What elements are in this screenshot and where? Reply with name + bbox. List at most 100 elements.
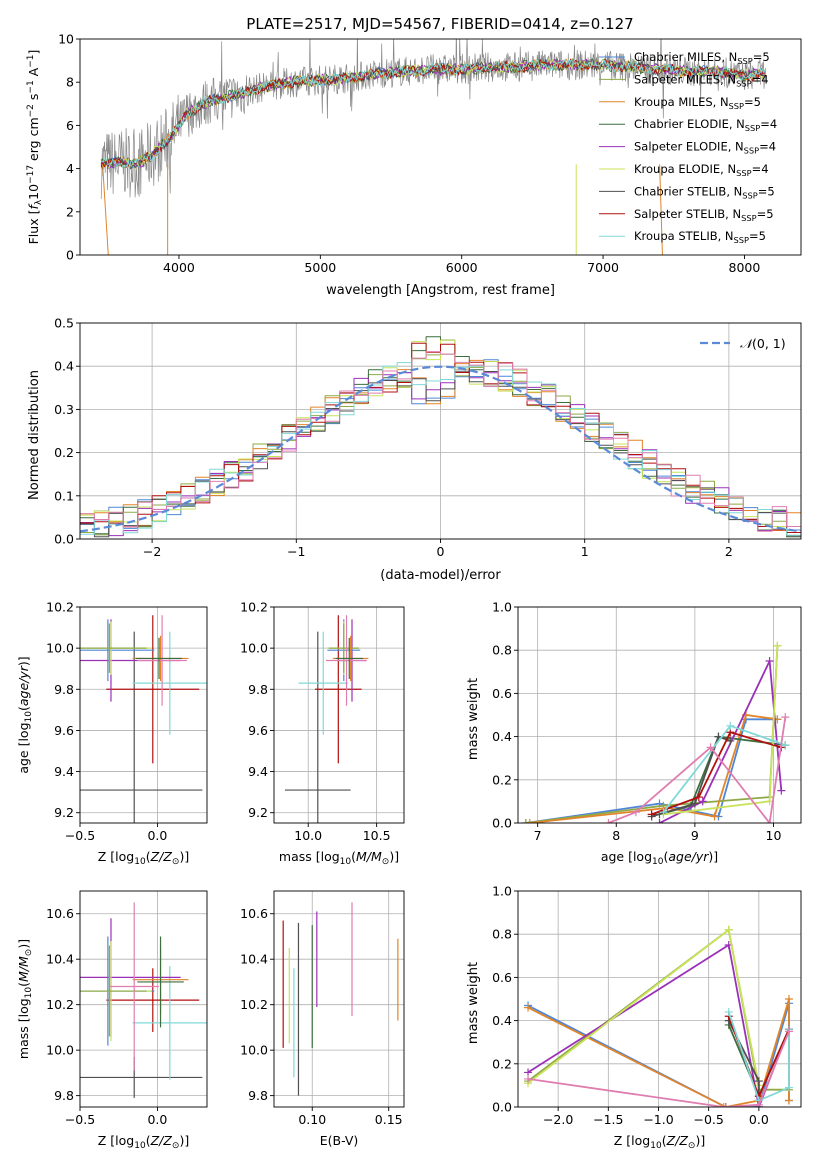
legend: 𝒩(0, 1) xyxy=(700,336,786,351)
label-part: 10 xyxy=(650,1141,662,1151)
marker-pink xyxy=(706,743,715,752)
label-part: erg cm xyxy=(26,117,41,165)
y-axis-label: age [log10(age/yr)] xyxy=(16,656,34,773)
label-part: Chabrier ELODIE, N xyxy=(634,117,745,131)
x-tick-label: 9 xyxy=(691,828,699,843)
x-tick-label: 4000 xyxy=(163,260,195,275)
errorbar-point-chab_elodie xyxy=(135,637,183,679)
marker-krou_miles xyxy=(784,1096,793,1105)
normal-curve xyxy=(80,365,801,533)
plot-area xyxy=(80,615,207,823)
label-part: 10 xyxy=(134,857,146,867)
x-tick-label: −0.5 xyxy=(693,1112,723,1127)
y-tick-label: 0.4 xyxy=(492,729,512,744)
plot-area xyxy=(80,336,801,538)
axes-frame xyxy=(79,890,208,1108)
y-tick-label: 9.8 xyxy=(248,682,268,697)
marker-pink xyxy=(754,1100,763,1107)
x-tick-label: 8 xyxy=(612,828,620,843)
label-part: ⊙ xyxy=(382,857,390,867)
marker-krou_stelib xyxy=(781,741,790,750)
x-tick-label: −0.5 xyxy=(65,828,95,843)
marker-krou_stelib xyxy=(726,721,735,730)
marker-salp_elodie xyxy=(698,797,707,806)
label-part: =5 xyxy=(757,207,774,221)
x-tick-label: −2 xyxy=(143,544,161,559)
y-tick-label: 0.3 xyxy=(54,402,74,417)
masked-region xyxy=(659,164,663,255)
y-tick-label: 2 xyxy=(66,204,74,219)
errorbar-point-krou_stelib xyxy=(132,966,207,1080)
label-part: (0, 1) xyxy=(752,336,786,351)
label-part: SSP xyxy=(736,168,751,178)
errorbar-point-salp_miles xyxy=(80,623,147,673)
label-part: age/yr xyxy=(668,849,709,864)
label-part: ⊙ xyxy=(172,1141,180,1151)
x-axis-label: mass [log10(M/M⊙)] xyxy=(279,849,399,867)
x-tick-label: 8000 xyxy=(729,260,761,275)
x-tick-label: −1.0 xyxy=(643,1112,673,1127)
errorbar-point-pink xyxy=(137,615,187,706)
massweight-line-krou_stelib xyxy=(662,724,786,813)
y-axis-label: Normed distribution xyxy=(27,370,42,500)
x-tick-label: −1 xyxy=(287,544,305,559)
label-part: SSP xyxy=(729,101,744,111)
y-tick-label: 9.8 xyxy=(54,682,74,697)
label-part: SSP xyxy=(737,56,752,66)
y-tick-label: 10.0 xyxy=(240,641,268,656)
marker-chab_stelib xyxy=(726,736,735,745)
label-part: age [log xyxy=(601,849,652,864)
axes-frame xyxy=(79,38,802,256)
plot-area xyxy=(524,925,793,1107)
label-part: age/yr xyxy=(16,665,31,706)
y-tick-label: 10.0 xyxy=(46,1043,74,1058)
label-part: =5 xyxy=(753,50,770,64)
label-part: −2 xyxy=(26,104,36,117)
x-axis-label: age [log10(age/yr)] xyxy=(601,849,718,867)
age-vs-mass-panel: 10.0 10.5 9.2 9.4 9.6 9.8 10.0 10.2 mass [log10(… xyxy=(240,600,405,867)
errorbar-point-krou_stelib xyxy=(132,631,207,735)
mass-vs-ebv-panel: 0.10 0.15 9.8 10.0 10.2 10.4 10.6 E(B-V) xyxy=(240,890,405,1148)
marker-krou_elodie xyxy=(773,641,782,650)
marker-pink xyxy=(604,819,613,823)
y-tick-label: 0.0 xyxy=(492,1100,512,1115)
massweight-line-chab_stelib xyxy=(651,735,731,818)
y-axis-label: mass [log10(M/M⊙)] xyxy=(16,939,34,1059)
x-axis-label: wavelength [Angstrom, rest frame] xyxy=(326,283,555,298)
label-part: M/M xyxy=(16,956,31,982)
spectrum-panel: 4000 5000 6000 7000 8000 0 2 4 6 8 10 wavelength [A… xyxy=(26,32,802,298)
x-tick-label: 0.0 xyxy=(147,828,167,843)
errorbar-point-salp_stelib xyxy=(106,968,200,1032)
y-tick-label: 0.6 xyxy=(492,686,512,701)
x-axis-label: Z [log10(Z/Z⊙)] xyxy=(98,1133,189,1151)
label-part: mass [log xyxy=(279,849,340,864)
axes-frame xyxy=(273,606,405,824)
label-part: =4 xyxy=(760,117,777,131)
label-part: SSP xyxy=(744,146,759,156)
plot-area xyxy=(521,641,790,823)
y-tick-label: 0.5 xyxy=(54,316,74,331)
massweight-line-krou_stelib xyxy=(727,1011,790,1102)
x-tick-label: 1 xyxy=(581,544,589,559)
label-part: SSP xyxy=(742,190,757,200)
y-tick-label: 10.4 xyxy=(46,952,74,967)
marker-krou_miles xyxy=(525,819,534,823)
label-part: −17 xyxy=(26,165,36,184)
label-part: 10 xyxy=(340,857,352,867)
y-tick-label: 10.6 xyxy=(240,906,268,921)
label-part: ( xyxy=(146,849,151,864)
massweight-vs-metallicity-panel: −2.0 −1.5 −1.0 −0.5 0.0 0.0 0.2 0.4 0.6 0.8 1.0 Z [… xyxy=(466,884,802,1151)
label-part: mass [log xyxy=(16,998,31,1059)
figure-title: PLATE=2517, MJD=54567, FIBERID=0414, z=0… xyxy=(246,15,633,33)
label-part: ⊙ xyxy=(172,857,180,867)
label-part: )] xyxy=(179,1133,189,1148)
label-part: Salpeter STELIB, N xyxy=(634,207,741,221)
x-tick-label: 7 xyxy=(534,828,542,843)
x-axis-label: E(B-V) xyxy=(320,1133,359,1148)
y-tick-label: 9.6 xyxy=(248,723,268,738)
label-part: −1 xyxy=(26,80,36,93)
legend-entry: 𝒩(0, 1) xyxy=(740,336,786,351)
label-part: Kroupa STELIB, N xyxy=(634,229,734,243)
marker-salp_elodie xyxy=(777,786,786,795)
